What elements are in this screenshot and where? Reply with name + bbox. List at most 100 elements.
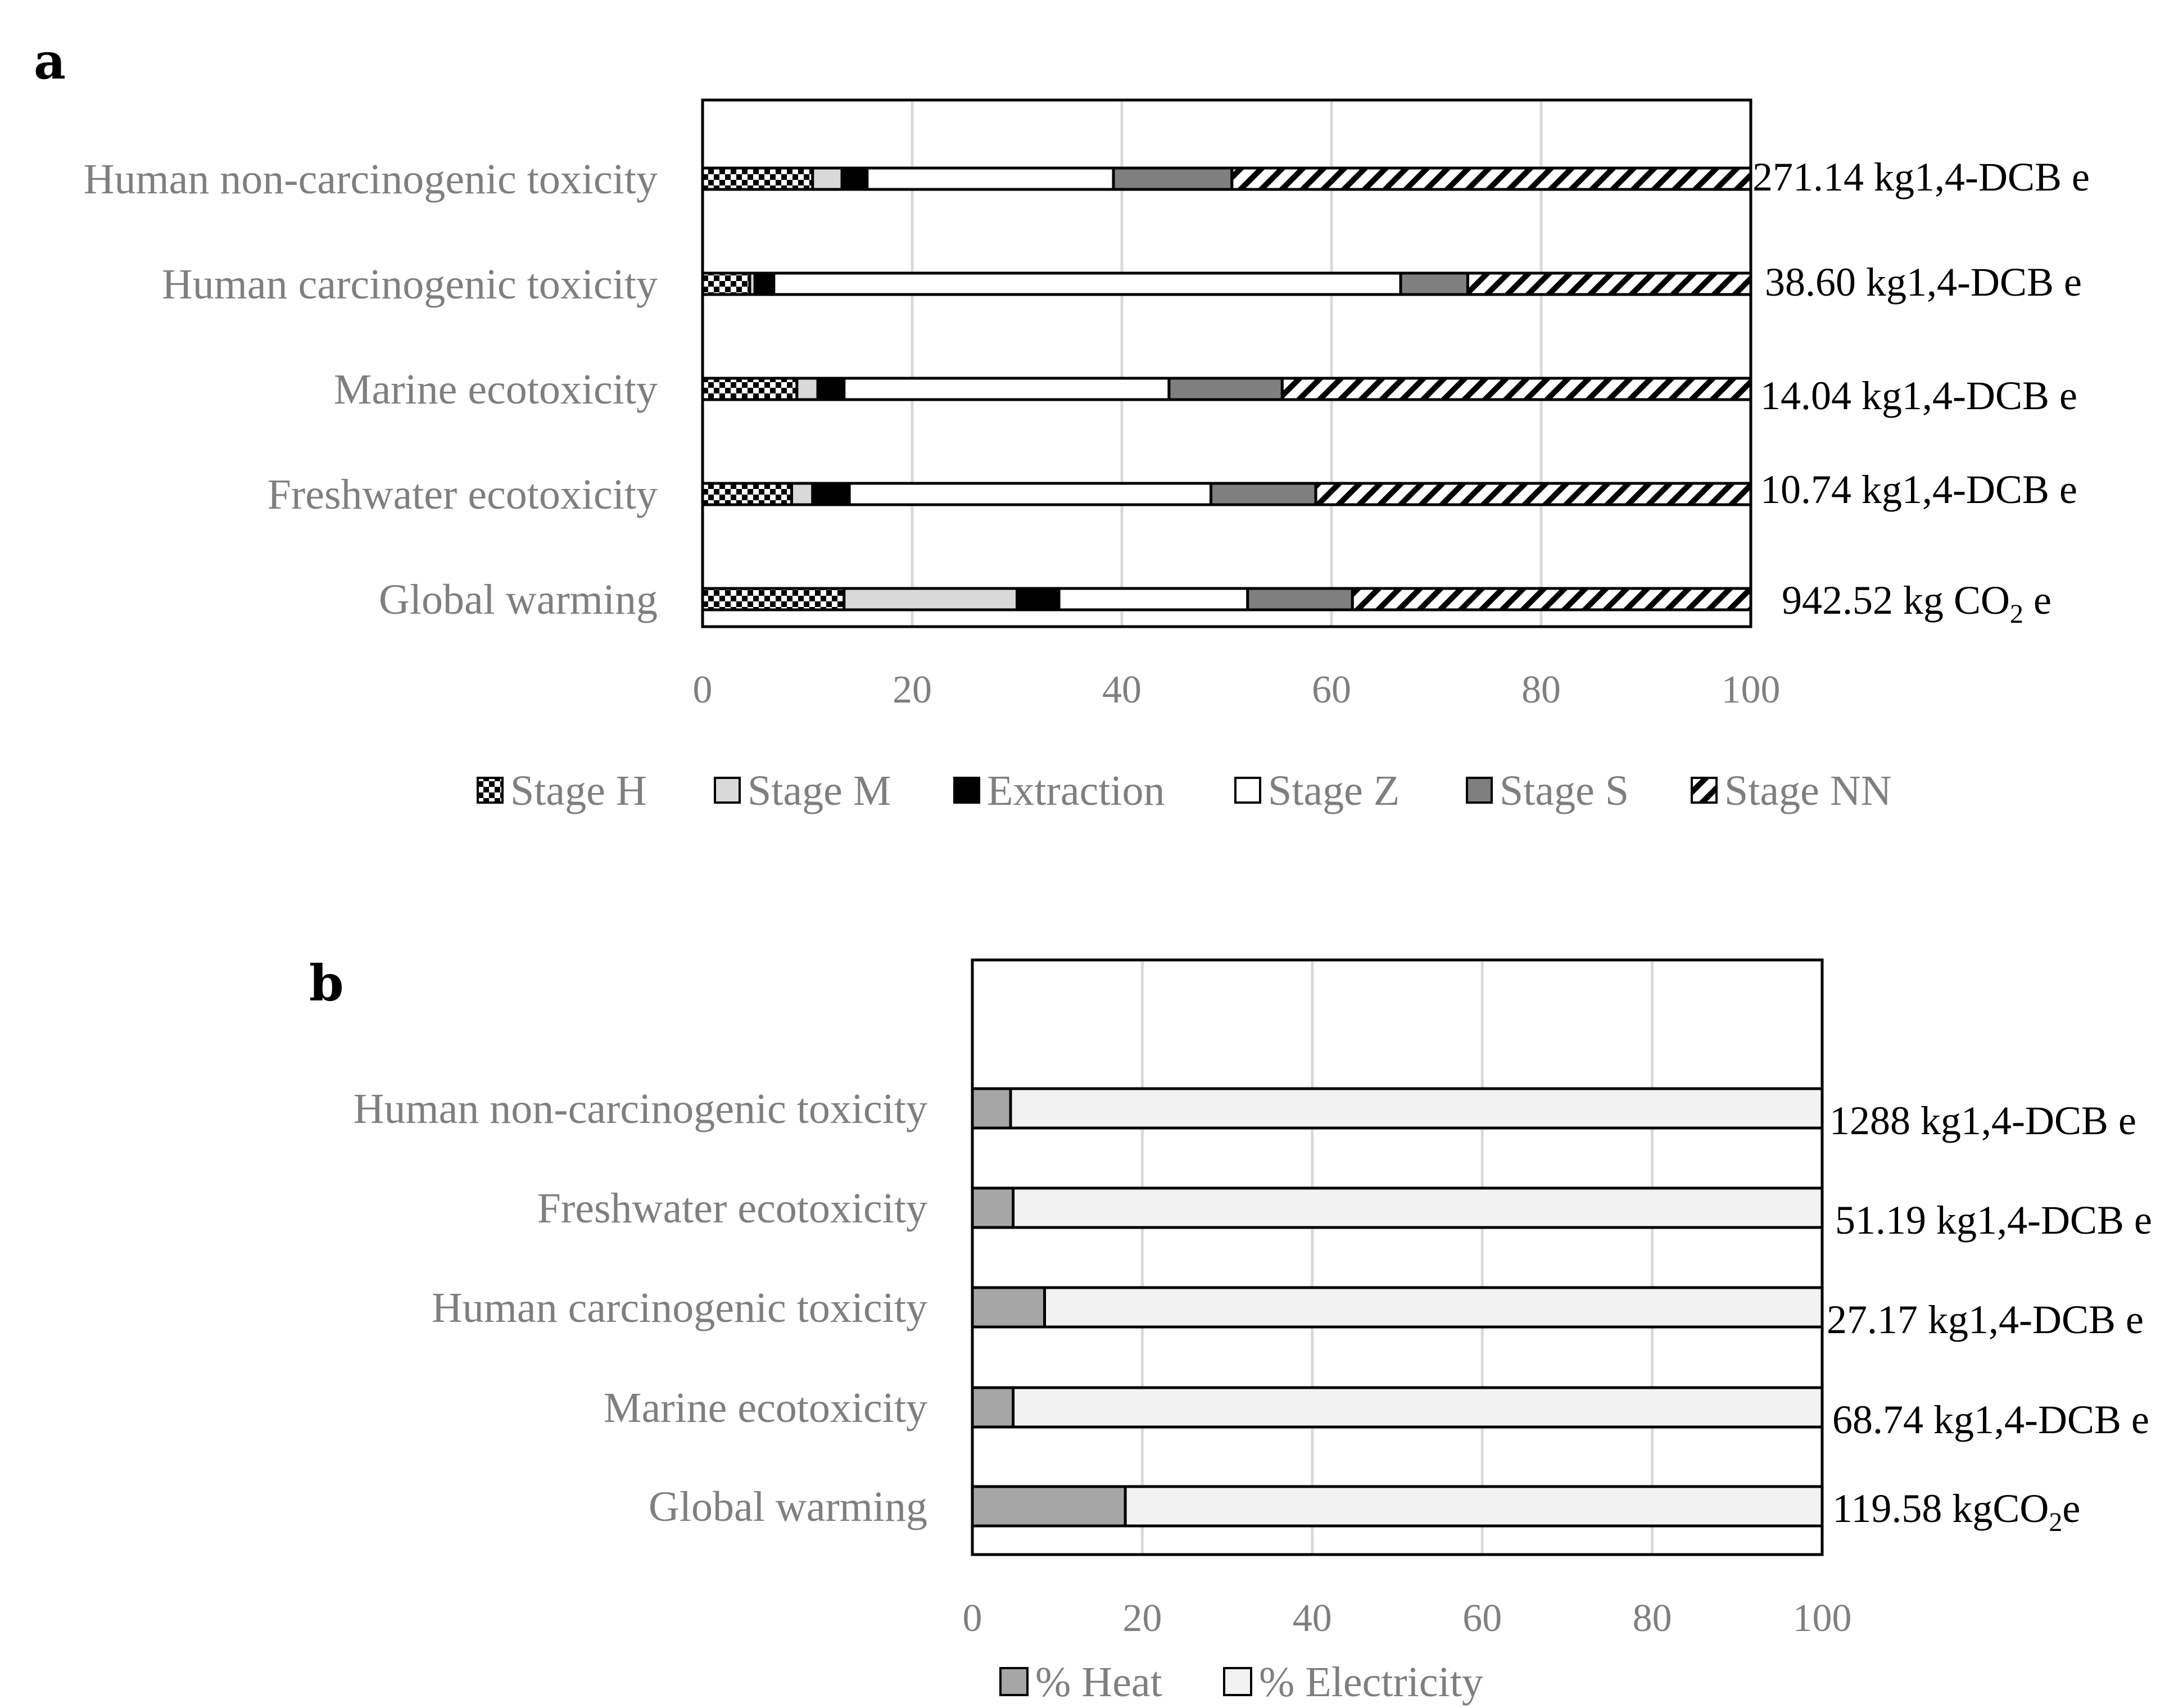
total-label: 942.52 kg CO2 e xyxy=(1782,578,2051,629)
category-label: Freshwater ecotoxicity xyxy=(537,1185,927,1232)
bar-stage-h-marine-ecotoxicity xyxy=(701,377,799,401)
legend-swatch-stage-m xyxy=(714,777,741,804)
bar-stage-z-freshwater-ecotoxicity xyxy=(848,482,1213,506)
bar-stage-s-global-warming xyxy=(1246,587,1354,611)
total-label: 271.14 kg1,4-DCB e xyxy=(1752,155,2090,200)
legend-label-extraction: Extraction xyxy=(987,767,1165,814)
bar-stage-h-freshwater-ecotoxicity xyxy=(701,482,794,506)
legend-label-stage-s: Stage S xyxy=(1500,767,1629,814)
category-label: Marine ecotoxicity xyxy=(334,366,658,413)
legend-swatch-stage-nn xyxy=(1691,777,1718,804)
panel-a-category-labels: Human non-carcinogenic toxicity Human car… xyxy=(84,156,658,623)
legend-label-stage-nn: Stage NN xyxy=(1724,767,1892,814)
bar-stage-m-global-warming xyxy=(843,587,1019,611)
bar-heat-global-warming xyxy=(971,1485,1127,1528)
bar-stage-h-global-warming xyxy=(701,587,846,611)
bar-stage-nn-human-carcinogenic-toxicity xyxy=(1466,271,1752,296)
bar-stage-m-freshwater-ecotoxicity xyxy=(790,482,814,506)
panel-b-letter: b xyxy=(309,954,344,1012)
bar-stage-h-human-non-carcinogenic-toxicity xyxy=(701,166,814,191)
total-label: 119.58 kgCO2e xyxy=(1832,1486,2080,1537)
legend-swatch-extraction xyxy=(953,777,980,804)
x-tick-label: 40 xyxy=(1293,1597,1332,1640)
total-label: 51.19 kg1,4-DCB e xyxy=(1835,1198,2152,1243)
total-label: 14.04 kg1,4-DCB e xyxy=(1760,373,2077,418)
panel-b-plot-frame xyxy=(971,958,1824,1556)
bar-electricity-marine-ecotoxicity xyxy=(1012,1386,1824,1429)
category-label: Freshwater ecotoxicity xyxy=(268,471,658,518)
bar-electricity-human-carcinogenic-toxicity xyxy=(1043,1286,1824,1329)
x-tick-label: 100 xyxy=(1722,668,1781,712)
x-tick-label: 60 xyxy=(1462,1597,1502,1640)
legend-swatch-stage-h xyxy=(477,777,504,804)
bar-extraction-global-warming xyxy=(1016,587,1061,611)
category-label: Human non-carcinogenic toxicity xyxy=(84,156,658,203)
legend-label-stage-h: Stage H xyxy=(510,767,647,814)
x-tick-label: 100 xyxy=(1793,1597,1852,1640)
legend-swatch-heat xyxy=(999,1667,1029,1696)
legend-swatch-electricity xyxy=(1223,1667,1252,1696)
bar-heat-human-non-carcinogenic-toxicity xyxy=(971,1087,1012,1130)
bar-extraction-human-non-carcinogenic-toxicity xyxy=(840,166,869,191)
legend-label-heat: % Heat xyxy=(1035,1659,1162,1706)
bar-stage-z-human-non-carcinogenic-toxicity xyxy=(866,166,1115,191)
bar-heat-marine-ecotoxicity xyxy=(971,1386,1015,1429)
bar-electricity-global-warming xyxy=(1124,1485,1824,1528)
legend-swatch-stage-z xyxy=(1234,777,1261,804)
bar-electricity-human-non-carcinogenic-toxicity xyxy=(1009,1087,1824,1130)
bar-stage-h-human-carcinogenic-toxicity xyxy=(701,271,751,296)
panel-b: b Human non-carcinogenic toxicity Freshwa… xyxy=(309,954,2152,1706)
bar-extraction-freshwater-ecotoxicity xyxy=(811,482,851,506)
total-label: 10.74 kg1,4-DCB e xyxy=(1760,467,2077,512)
category-label: Human carcinogenic toxicity xyxy=(432,1284,927,1331)
legend-label-electricity: % Electricity xyxy=(1259,1659,1483,1706)
panel-a-x-ticks: 0 20 40 60 80 100 xyxy=(693,668,1781,712)
panel-a-total-labels: 271.14 kg1,4-DCB e 38.60 kg1,4-DCB e 14.04… xyxy=(1752,155,2090,629)
x-tick-label: 40 xyxy=(1102,668,1142,712)
bar-stage-z-marine-ecotoxicity xyxy=(843,377,1171,401)
bar-stage-z-human-carcinogenic-toxicity xyxy=(772,271,1402,296)
bar-stage-nn-global-warming xyxy=(1351,587,1752,611)
panel-a-legend: Stage H Stage M Extraction Stage Z Stage S St… xyxy=(477,767,1892,814)
panel-b-bars xyxy=(971,1087,1824,1528)
bar-stage-s-human-carcinogenic-toxicity xyxy=(1399,271,1469,296)
total-label: 1288 kg1,4-DCB e xyxy=(1829,1098,2136,1143)
panel-a-bars xyxy=(701,166,1752,611)
panel-b-gridlines xyxy=(1140,960,1654,1555)
total-label: 38.60 kg1,4-DCB e xyxy=(1765,260,2082,305)
panel-b-x-ticks: 0 20 40 60 80 100 xyxy=(963,1597,1852,1640)
bar-stage-m-human-non-carcinogenic-toxicity xyxy=(811,166,844,191)
category-label: Human carcinogenic toxicity xyxy=(162,261,658,308)
x-tick-label: 80 xyxy=(1633,1597,1672,1640)
bar-stage-s-human-non-carcinogenic-toxicity xyxy=(1112,166,1234,191)
bar-stage-s-marine-ecotoxicity xyxy=(1167,377,1284,401)
category-label: Marine ecotoxicity xyxy=(604,1384,927,1431)
total-label: 27.17 kg1,4-DCB e xyxy=(1827,1297,2144,1342)
bar-stage-s-freshwater-ecotoxicity xyxy=(1210,482,1317,506)
legend-label-stage-z: Stage Z xyxy=(1268,767,1400,814)
panel-a-plot-frame xyxy=(701,98,1752,628)
bar-electricity-freshwater-ecotoxicity xyxy=(1012,1186,1824,1229)
bar-stage-z-global-warming xyxy=(1057,587,1249,611)
category-label: Global warming xyxy=(649,1483,927,1530)
legend-label-stage-m: Stage M xyxy=(748,767,891,814)
x-tick-label: 60 xyxy=(1312,668,1351,712)
bar-stage-m-marine-ecotoxicity xyxy=(795,377,819,401)
panel-a: a Human non-carcinogenic toxicity Human c… xyxy=(34,32,2090,814)
panel-b-plot-area xyxy=(972,960,1822,1555)
total-label: 68.74 kg1,4-DCB e xyxy=(1832,1397,2149,1442)
panel-b-total-labels: 1288 kg1,4-DCB e 51.19 kg1,4-DCB e 27.17 k… xyxy=(1827,1098,2152,1537)
category-label: Human non-carcinogenic toxicity xyxy=(354,1085,927,1132)
bar-stage-nn-freshwater-ecotoxicity xyxy=(1314,482,1752,506)
bar-heat-freshwater-ecotoxicity xyxy=(971,1186,1015,1229)
bar-extraction-human-carcinogenic-toxicity xyxy=(753,271,776,296)
bar-heat-human-carcinogenic-toxicity xyxy=(971,1286,1047,1329)
legend-swatch-stage-s xyxy=(1466,777,1493,804)
panel-b-category-labels: Human non-carcinogenic toxicity Freshwate… xyxy=(354,1085,927,1530)
panel-a-letter: a xyxy=(34,32,66,90)
panel-b-legend: % Heat % Electricity xyxy=(999,1659,1483,1706)
bar-stage-nn-human-non-carcinogenic-toxicity xyxy=(1230,166,1752,191)
x-tick-label: 20 xyxy=(893,668,932,712)
x-tick-label: 20 xyxy=(1122,1597,1162,1640)
